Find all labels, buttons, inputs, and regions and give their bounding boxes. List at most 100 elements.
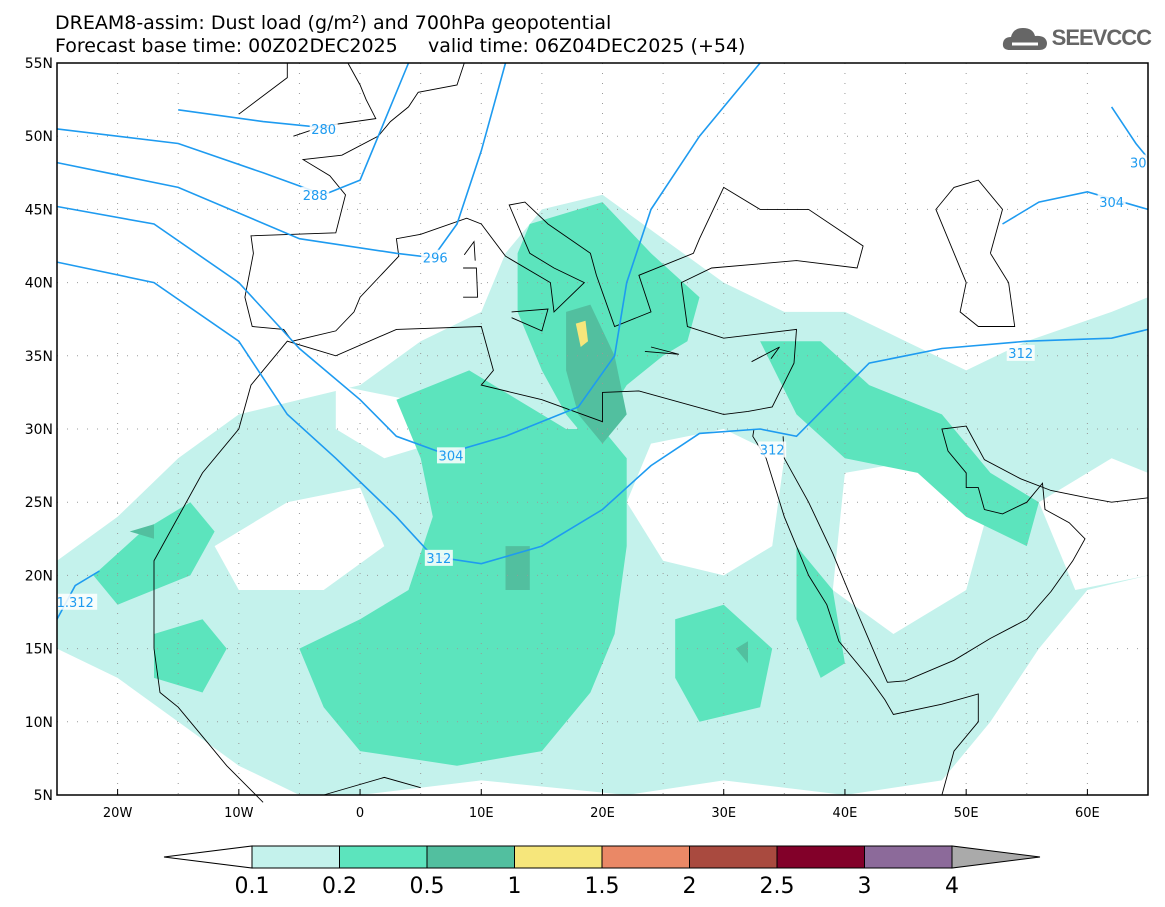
colorbar-tick-label: 3 <box>858 874 872 899</box>
colorbar-segment <box>339 845 428 869</box>
coastline <box>238 63 288 115</box>
dust-0.2-0.5-region <box>796 546 845 678</box>
lon-label: 50E <box>954 806 979 821</box>
contour-line <box>56 62 410 196</box>
contour-label-bg <box>309 120 338 137</box>
lon-label: 20E <box>590 806 615 821</box>
dust-free-area <box>626 429 785 576</box>
dust-0.2-0.5-region <box>299 370 627 766</box>
lon-label: 20W <box>103 806 133 821</box>
contour-line <box>1110 106 1149 159</box>
dust-0.2-0.5-region <box>93 502 215 605</box>
dust-free-area <box>1038 458 1148 590</box>
logo-text: SEEVCCC <box>1051 25 1152 50</box>
lat-label: 40N <box>25 276 53 292</box>
dust-0.5-1-region <box>129 524 154 539</box>
colorbar-segment <box>601 845 690 869</box>
contour-label-bg <box>436 447 465 464</box>
geopotential-contours: 280 288 296 304 312 312 312 1.312 304 30 <box>53 62 1149 620</box>
lat-label: 55N <box>25 56 53 72</box>
contour-label-bg <box>301 186 330 203</box>
lon-label: 10W <box>224 806 254 821</box>
colorbar-tick-label: 0.5 <box>410 874 445 899</box>
colorbar-tick-label: 0.2 <box>322 874 357 899</box>
contour-label-bg <box>53 593 98 610</box>
coastlines <box>153 62 1149 803</box>
contour-label: 1.312 <box>57 596 94 611</box>
lon-label: 30E <box>711 806 736 821</box>
colorbar-segment <box>864 845 953 869</box>
contour-label: 30 <box>1130 157 1147 172</box>
lon-label: 40E <box>833 806 858 821</box>
lon-label: 60E <box>1075 806 1100 821</box>
dust-0.2-0.5-region <box>517 202 700 444</box>
contour-label-bg <box>1097 194 1126 211</box>
colorbar-tick-label: 2 <box>683 874 697 899</box>
contour-label-bg <box>421 249 450 266</box>
contour-label-bg <box>1128 154 1149 171</box>
dust-free-area <box>214 487 385 590</box>
contour-line <box>56 62 761 455</box>
lat-label: 25N <box>25 495 53 511</box>
lat-label: 20N <box>25 568 53 584</box>
seevccc-logo: SEEVCCC <box>1002 24 1152 52</box>
map-title: DREAM8-assim: Dust load (g/m²) and 700hP… <box>55 12 612 34</box>
coastline <box>782 425 1149 683</box>
coastline <box>935 179 1016 327</box>
coastline <box>153 648 264 803</box>
contour-label: 304 <box>1099 196 1124 211</box>
colorbar-tick-label: 1 <box>508 874 522 899</box>
axis-labels: 5N 10N 15N 20N 25N 30N 35N 40N 45N 50N 55N 20W 10W 0 1… <box>25 56 1100 821</box>
colorbar-segment <box>426 845 515 869</box>
coastline <box>463 240 476 261</box>
coastline <box>752 428 979 796</box>
lon-label: 0 <box>356 806 364 821</box>
dust-0.5-1-region <box>735 641 748 664</box>
colorbar-tick-label: 0.1 <box>235 874 270 899</box>
colorbar: 0.1 0.2 0.5 1 1.5 2 2.5 3 4 <box>163 845 1041 899</box>
coastline <box>323 776 421 796</box>
dust-1-1.5-region <box>575 320 588 347</box>
contour-line <box>1002 190 1149 225</box>
colorbar-segment <box>514 845 603 869</box>
contour-label: 296 <box>423 252 448 267</box>
lat-label: 45N <box>25 202 53 218</box>
colorbar-segment <box>251 845 340 869</box>
lat-label: 50N <box>25 129 53 145</box>
contour-label-bg <box>424 549 453 566</box>
contour-label: 280 <box>311 123 336 138</box>
lat-label: 5N <box>34 788 53 804</box>
lat-label: 35N <box>25 349 53 365</box>
cloud-icon <box>1002 28 1047 50</box>
contour-label: 312 <box>426 552 451 567</box>
contour-line <box>56 62 507 259</box>
coastline <box>511 308 549 332</box>
lat-label: 30N <box>25 422 53 438</box>
lat-label: 15N <box>25 642 53 658</box>
contour-label-bg <box>1006 344 1035 361</box>
dust-0.2-0.5-region <box>760 341 1039 547</box>
grid-lines <box>57 63 1148 795</box>
coastline <box>463 267 479 298</box>
valid-time: valid time: 06Z04DEC2025 (+54) <box>427 35 746 57</box>
contour-label: 312 <box>760 443 785 458</box>
colorbar-tick-label: 1.5 <box>585 874 620 899</box>
contour-label: 312 <box>1008 347 1033 362</box>
forecast-times: Forecast base time: 00Z02DEC2025 valid t… <box>55 35 745 57</box>
coastline <box>644 346 680 355</box>
dust-0.5-1-region <box>505 546 530 590</box>
dust-0.2-0.5-region <box>154 619 227 693</box>
dust-load-fills <box>57 194 1148 796</box>
forecast-base-time: Forecast base time: 00Z02DEC2025 <box>55 35 398 57</box>
contour-label-bg <box>758 441 787 458</box>
coastline <box>153 62 864 649</box>
lat-label: 10N <box>25 715 53 731</box>
colorbar-tick-label: 2.5 <box>760 874 795 899</box>
colorbar-tick-label: 4 <box>945 874 959 899</box>
colorbar-high-arrow <box>951 845 1041 869</box>
coastline <box>751 346 780 363</box>
colorbar-segment <box>689 845 778 869</box>
contour-label: 288 <box>303 189 328 204</box>
contour-label: 304 <box>439 449 464 464</box>
